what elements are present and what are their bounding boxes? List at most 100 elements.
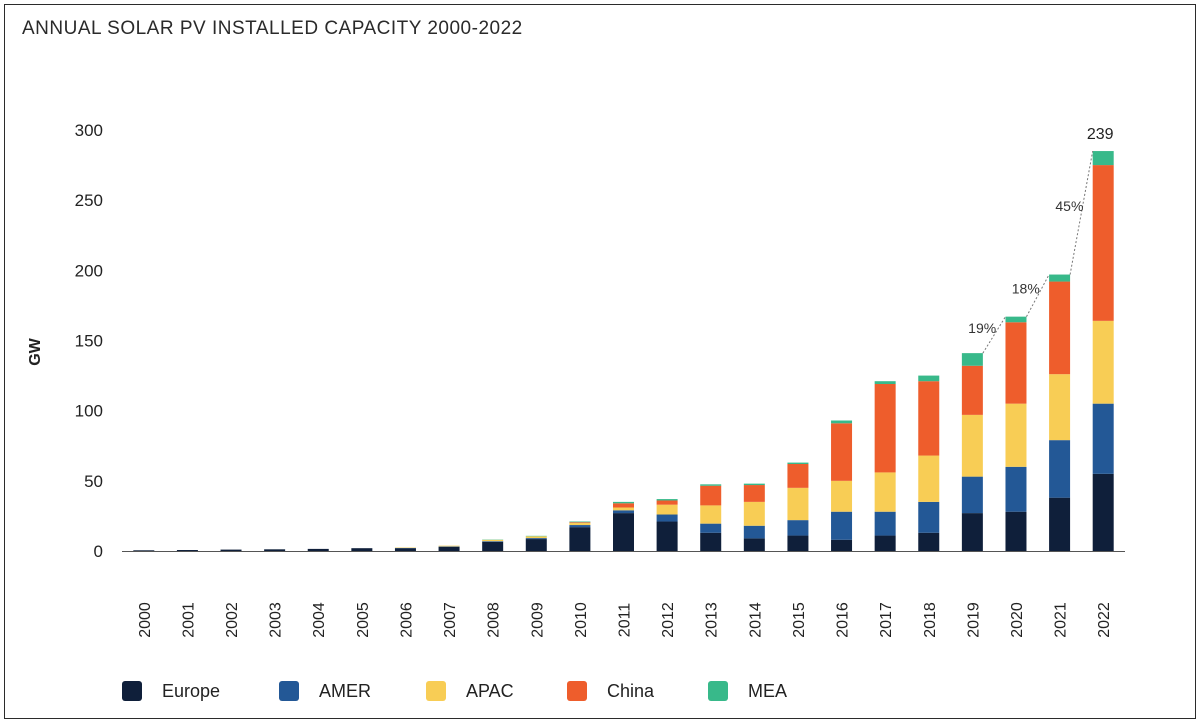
bar-segment-china-2010 [569, 522, 591, 523]
x-tick-label: 2001 [180, 602, 197, 638]
x-tick-label: 2009 [529, 602, 546, 638]
chart-frame [4, 4, 1196, 719]
bar-segment-apac-2020 [1005, 403, 1027, 467]
x-tick-label: 2007 [442, 602, 459, 638]
x-tick-label: 2010 [573, 602, 590, 638]
bar-segment-apac-2022 [1092, 320, 1114, 404]
bar-segment-amer-2012 [656, 514, 678, 522]
bar-segment-china-2012 [656, 500, 678, 505]
legend-swatch-china [567, 681, 587, 701]
growth-percent-label: 45% [1055, 198, 1083, 214]
bar-segment-china-2016 [831, 423, 853, 481]
legend-label-mea: MEA [748, 681, 787, 701]
x-tick-label: 2020 [1009, 602, 1026, 638]
growth-percent-label: 19% [968, 320, 996, 336]
bar-segment-europe-2017 [874, 535, 896, 551]
bar-segment-mea-2020 [1005, 316, 1027, 323]
legend-label-amer: AMER [319, 681, 371, 701]
bar-segment-apac-2012 [656, 504, 678, 515]
y-axis-label: GW [27, 337, 44, 365]
y-axis: 0 50 100 150 200 250 300 [75, 121, 103, 561]
x-tick-label: 2016 [835, 602, 852, 638]
bar-segment-europe-2016 [831, 539, 853, 551]
bar-segment-amer-2019 [961, 476, 983, 514]
bar-segment-europe-2003 [264, 549, 286, 551]
growth-connector [982, 316, 1006, 354]
bar-segment-europe-2011 [613, 513, 634, 551]
bar-segment-china-2017 [874, 384, 896, 473]
bar-segment-europe-2004 [307, 548, 329, 551]
y-tick-label: 50 [84, 472, 103, 491]
bar-segment-amer-2011 [613, 510, 634, 514]
total-value-label: 239 [1087, 126, 1114, 143]
bar-segment-europe-2021 [1049, 497, 1071, 551]
bar-segment-europe-2002 [220, 549, 242, 551]
bar-segment-apac-2007 [438, 545, 460, 547]
bar-segment-china-2015 [787, 463, 809, 488]
bar-segment-apac-2014 [743, 501, 765, 526]
x-tick-label: 2006 [398, 602, 415, 638]
y-tick-label: 100 [75, 402, 103, 421]
x-tick-label: 2018 [922, 602, 939, 638]
x-tick-label: 2019 [965, 602, 982, 638]
legend-label-apac: APAC [466, 681, 514, 701]
growth-percent-label: 18% [1012, 281, 1040, 297]
bar-segment-mea-2015 [787, 462, 809, 464]
x-tick-label: 2021 [1053, 602, 1070, 638]
bar-segment-amer-2018 [918, 501, 940, 533]
y-tick-label: 300 [75, 121, 103, 140]
bar-segment-amer-2014 [743, 525, 765, 539]
bar-segment-europe-2012 [656, 521, 678, 551]
bar-segment-apac-2016 [831, 480, 853, 512]
legend: Europe AMER APAC China MEA [122, 681, 787, 701]
bar-segment-amer-2009 [525, 538, 547, 540]
y-tick-label: 250 [75, 191, 103, 210]
legend-label-china: China [607, 681, 655, 701]
bar-segment-mea-2016 [831, 420, 853, 424]
bar-segment-europe-2000 [133, 550, 155, 551]
bar-segment-mea-2017 [874, 381, 896, 385]
chart-title: ANNUAL SOLAR PV INSTALLED CAPACITY 2000-… [22, 18, 523, 39]
y-tick-label: 200 [75, 261, 103, 280]
bar-segment-amer-2016 [831, 511, 853, 540]
x-tick-label: 2011 [617, 603, 634, 638]
x-tick-label: 2002 [224, 602, 241, 638]
x-tick-label: 2005 [355, 602, 372, 638]
x-tick-label: 2000 [137, 602, 154, 638]
bar-segment-amer-2010 [569, 525, 591, 528]
legend-swatch-europe [122, 681, 142, 701]
bar-segment-amer-2013 [700, 523, 722, 533]
bar-segment-china-2013 [700, 485, 722, 506]
bar-segment-europe-2001 [176, 550, 198, 551]
annotations-group: 19% 18% 45% 239 [968, 126, 1114, 354]
x-tick-label: 2003 [268, 602, 285, 638]
growth-connector [1069, 150, 1094, 275]
bar-segment-europe-2005 [351, 548, 373, 551]
bar-segment-china-2014 [743, 485, 765, 502]
x-tick-label: 2014 [747, 602, 764, 638]
bar-segment-china-2020 [1005, 322, 1027, 404]
bar-segment-europe-2006 [394, 548, 416, 551]
bar-segment-amer-2020 [1005, 466, 1027, 512]
bar-segment-europe-2014 [743, 538, 765, 551]
legend-label-europe: Europe [162, 681, 220, 701]
bar-segment-apac-2019 [961, 414, 983, 477]
bar-segment-europe-2010 [569, 527, 591, 551]
bar-segment-amer-2021 [1049, 440, 1071, 498]
bar-segment-amer-2008 [482, 541, 504, 542]
y-tick-label: 0 [94, 542, 103, 561]
x-tick-label: 2008 [486, 602, 503, 638]
bar-segment-china-2011 [613, 503, 634, 508]
bar-segment-mea-2010 [569, 521, 591, 523]
bar-segment-mea-2019 [961, 353, 983, 366]
bar-segment-apac-2018 [918, 455, 940, 502]
bar-segment-apac-2021 [1049, 374, 1071, 441]
bar-segment-mea-2012 [656, 499, 678, 501]
legend-swatch-apac [426, 681, 446, 701]
bars-group [122, 151, 1125, 552]
bar-segment-apac-2017 [874, 472, 896, 512]
bar-segment-china-2022 [1092, 165, 1114, 321]
bar-segment-mea-2014 [743, 483, 765, 486]
bar-segment-apac-2008 [482, 539, 504, 542]
bar-segment-mea-2021 [1049, 274, 1071, 282]
